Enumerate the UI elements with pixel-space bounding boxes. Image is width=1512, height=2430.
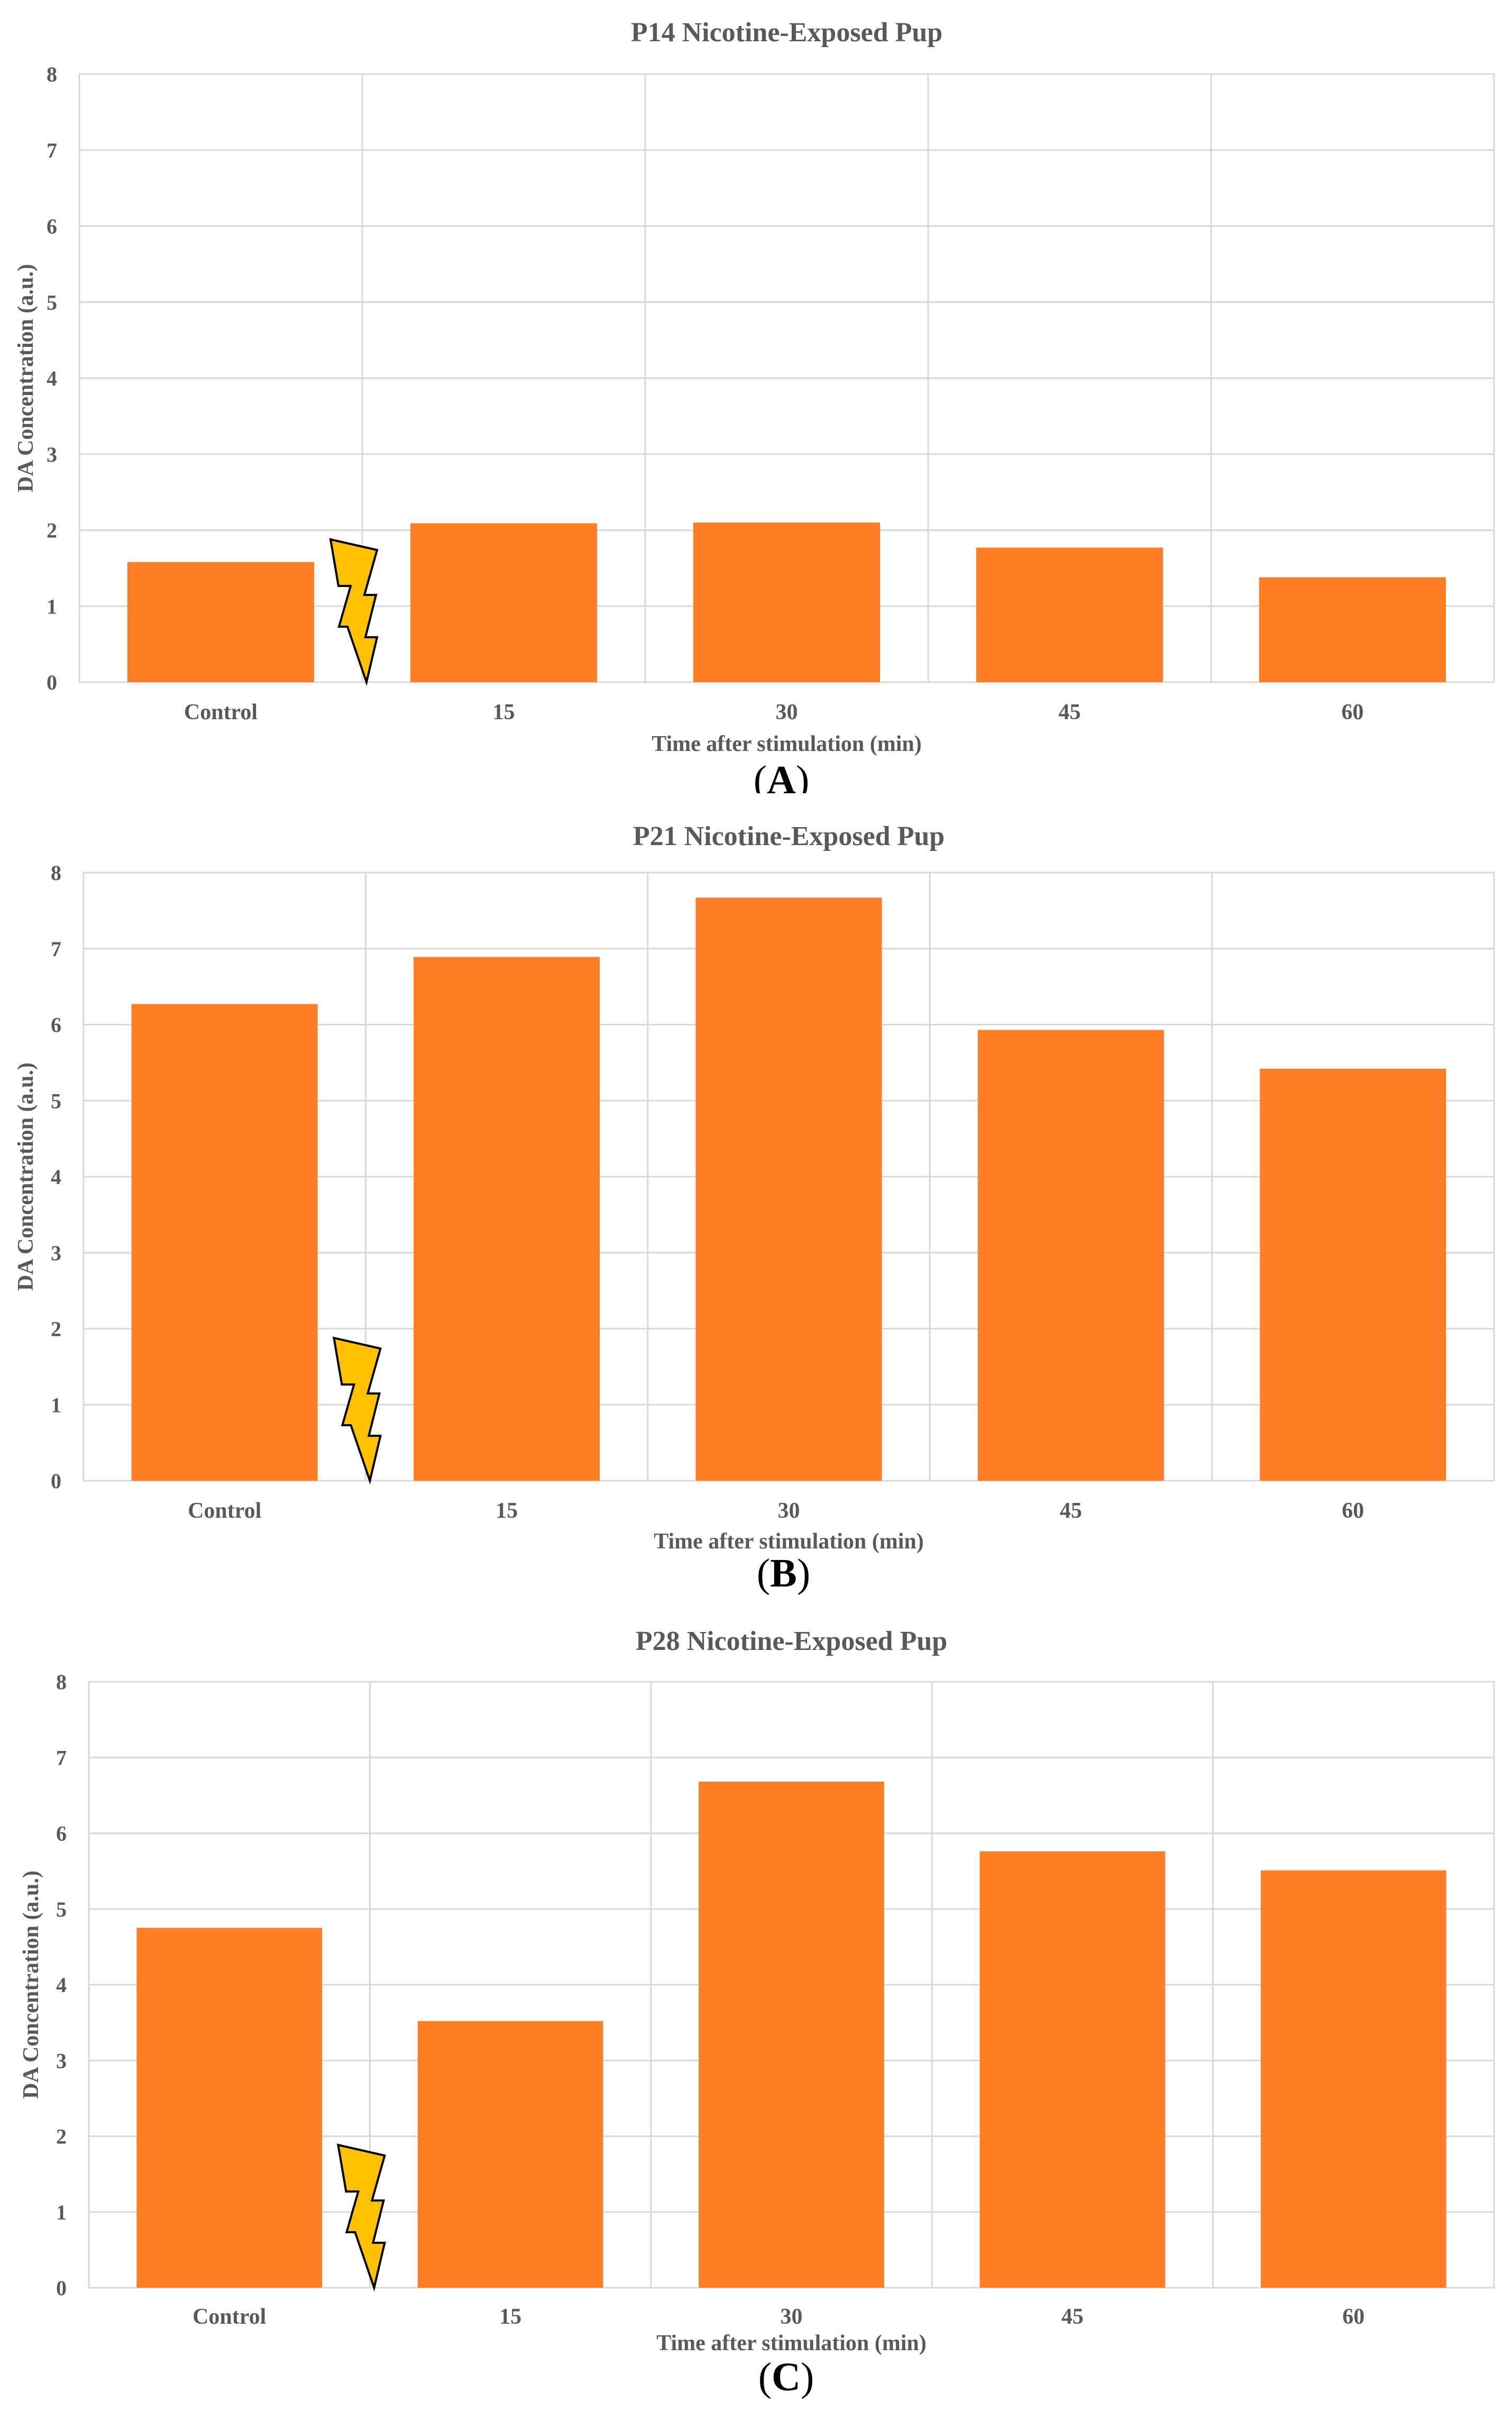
- caption-letter: A: [767, 758, 796, 793]
- y-tick-label-a: 6: [47, 215, 57, 239]
- y-tick-label-a: 4: [47, 366, 57, 390]
- panel-caption-a: (A): [754, 758, 810, 793]
- category-label-c: 15: [499, 2305, 521, 2329]
- chart-svg-c: P28 Nicotine-Exposed Pup012345678Control…: [19, 1626, 1495, 2399]
- y-tick-label-a: 2: [47, 519, 57, 543]
- caption-letter: C: [772, 2355, 801, 2399]
- bar-b: [414, 957, 600, 1481]
- chart-svg-b: P21 Nicotine-Exposed Pup012345678Control…: [14, 821, 1495, 1595]
- bar-c: [136, 1928, 323, 2288]
- caption-close-paren: ): [797, 1551, 810, 1595]
- y-tick-label-b: 0: [51, 1469, 61, 1493]
- y-tick-label-c: 3: [56, 2049, 67, 2073]
- bar-b: [131, 1004, 318, 1481]
- lightning-bolt-icon: [332, 1336, 382, 1485]
- y-tick-label-c: 4: [56, 1973, 67, 1997]
- caption-letter: B: [770, 1551, 797, 1595]
- chart-svg-a: P14 Nicotine-Exposed Pup012345678Control…: [14, 17, 1495, 793]
- y-tick-label-c: 1: [56, 2200, 67, 2224]
- y-tick-label-c: 7: [56, 1746, 67, 1769]
- y-tick-label-b: 1: [51, 1393, 61, 1417]
- category-label-a: 30: [776, 700, 798, 725]
- bar-c: [979, 1851, 1166, 2288]
- caption-open-paren: (: [758, 2355, 772, 2399]
- y-tick-label-b: 4: [51, 1165, 61, 1189]
- chart-title-c: P28 Nicotine-Exposed Pup: [636, 1626, 947, 1656]
- y-tick-label-b: 8: [51, 861, 61, 885]
- y-tick-label-a: 7: [47, 139, 57, 162]
- chart-panel-c: P28 Nicotine-Exposed Pup 0 1 2 3 4 5 6 7 8 Control…: [0, 1608, 1512, 2401]
- category-label-a: 15: [493, 700, 515, 725]
- x-axis-label-b: Time after stimulation (min): [654, 1529, 924, 1554]
- chart-panel-b: P21 Nicotine-Exposed Pup 0 1 2 3 4 5 6 7 8 Control…: [0, 804, 1512, 1597]
- caption-close-paren: ): [801, 2355, 814, 2399]
- y-tick-label-a: 0: [47, 671, 57, 694]
- chart-panel-a: P14 Nicotine-Exposed Pup 0 1 2 3 4 5 6 7 8 Control…: [0, 0, 1512, 793]
- category-label-c: Control: [193, 2305, 266, 2329]
- x-axis-label-a: Time after stimulation (min): [652, 732, 922, 756]
- bar-b: [1260, 1068, 1446, 1481]
- category-label-b: Control: [188, 1499, 261, 1523]
- bar-c: [1260, 1870, 1446, 2288]
- caption-close-paren: ): [796, 758, 809, 793]
- bar-b: [977, 1030, 1164, 1481]
- y-tick-label-c: 5: [56, 1897, 67, 1921]
- y-tick-label-a: 5: [47, 290, 57, 314]
- x-axis-label-c: Time after stimulation (min): [656, 2331, 927, 2355]
- bar-a: [976, 547, 1163, 682]
- y-tick-label-c: 8: [56, 1670, 67, 1694]
- y-axis-label-b: DA Concentration (a.u.): [14, 1062, 38, 1291]
- y-tick-label-b: 5: [51, 1089, 61, 1113]
- caption-open-paren: (: [757, 1551, 770, 1595]
- y-tick-label-c: 0: [56, 2276, 67, 2300]
- category-label-a: 45: [1059, 700, 1081, 725]
- category-label-b: 45: [1060, 1499, 1082, 1523]
- chart-title-b: P21 Nicotine-Exposed Pup: [633, 821, 945, 851]
- category-label-a: 60: [1342, 700, 1364, 725]
- bar-a: [1259, 577, 1446, 682]
- y-tick-label-b: 6: [51, 1013, 61, 1037]
- y-tick-label-a: 3: [47, 443, 57, 466]
- category-label-c: 45: [1061, 2305, 1084, 2329]
- category-label-c: 60: [1342, 2305, 1364, 2329]
- y-axis-label-c: DA Concentration (a.u.): [19, 1870, 43, 2099]
- y-tick-label-b: 3: [51, 1241, 61, 1265]
- y-tick-label-c: 6: [56, 1822, 67, 1846]
- bar-c: [417, 2021, 603, 2288]
- y-tick-label-c: 2: [56, 2125, 67, 2149]
- lightning-bolt-icon: [329, 538, 379, 686]
- y-tick-label-a: 1: [47, 594, 57, 618]
- y-axis-label-a: DA Concentration (a.u.): [14, 264, 38, 492]
- y-tick-label-b: 7: [51, 937, 61, 961]
- bar-a: [127, 562, 315, 682]
- bar-a: [693, 522, 881, 682]
- category-label-a: Control: [184, 700, 258, 725]
- category-label-b: 15: [496, 1499, 518, 1523]
- y-tick-label-b: 2: [51, 1317, 61, 1341]
- bar-c: [699, 1782, 884, 2288]
- chart-title-a: P14 Nicotine-Exposed Pup: [631, 17, 942, 48]
- bar-a: [410, 523, 598, 682]
- category-label-c: 30: [781, 2305, 803, 2329]
- caption-open-paren: (: [754, 758, 767, 793]
- bar-b: [695, 897, 882, 1481]
- panel-caption-b: (B): [757, 1551, 810, 1595]
- lightning-bolt-icon: [336, 2143, 386, 2292]
- category-label-b: 30: [778, 1499, 800, 1523]
- y-tick-label-a: 8: [47, 62, 57, 86]
- panel-caption-c: (C): [758, 2355, 814, 2399]
- category-label-b: 60: [1342, 1499, 1364, 1523]
